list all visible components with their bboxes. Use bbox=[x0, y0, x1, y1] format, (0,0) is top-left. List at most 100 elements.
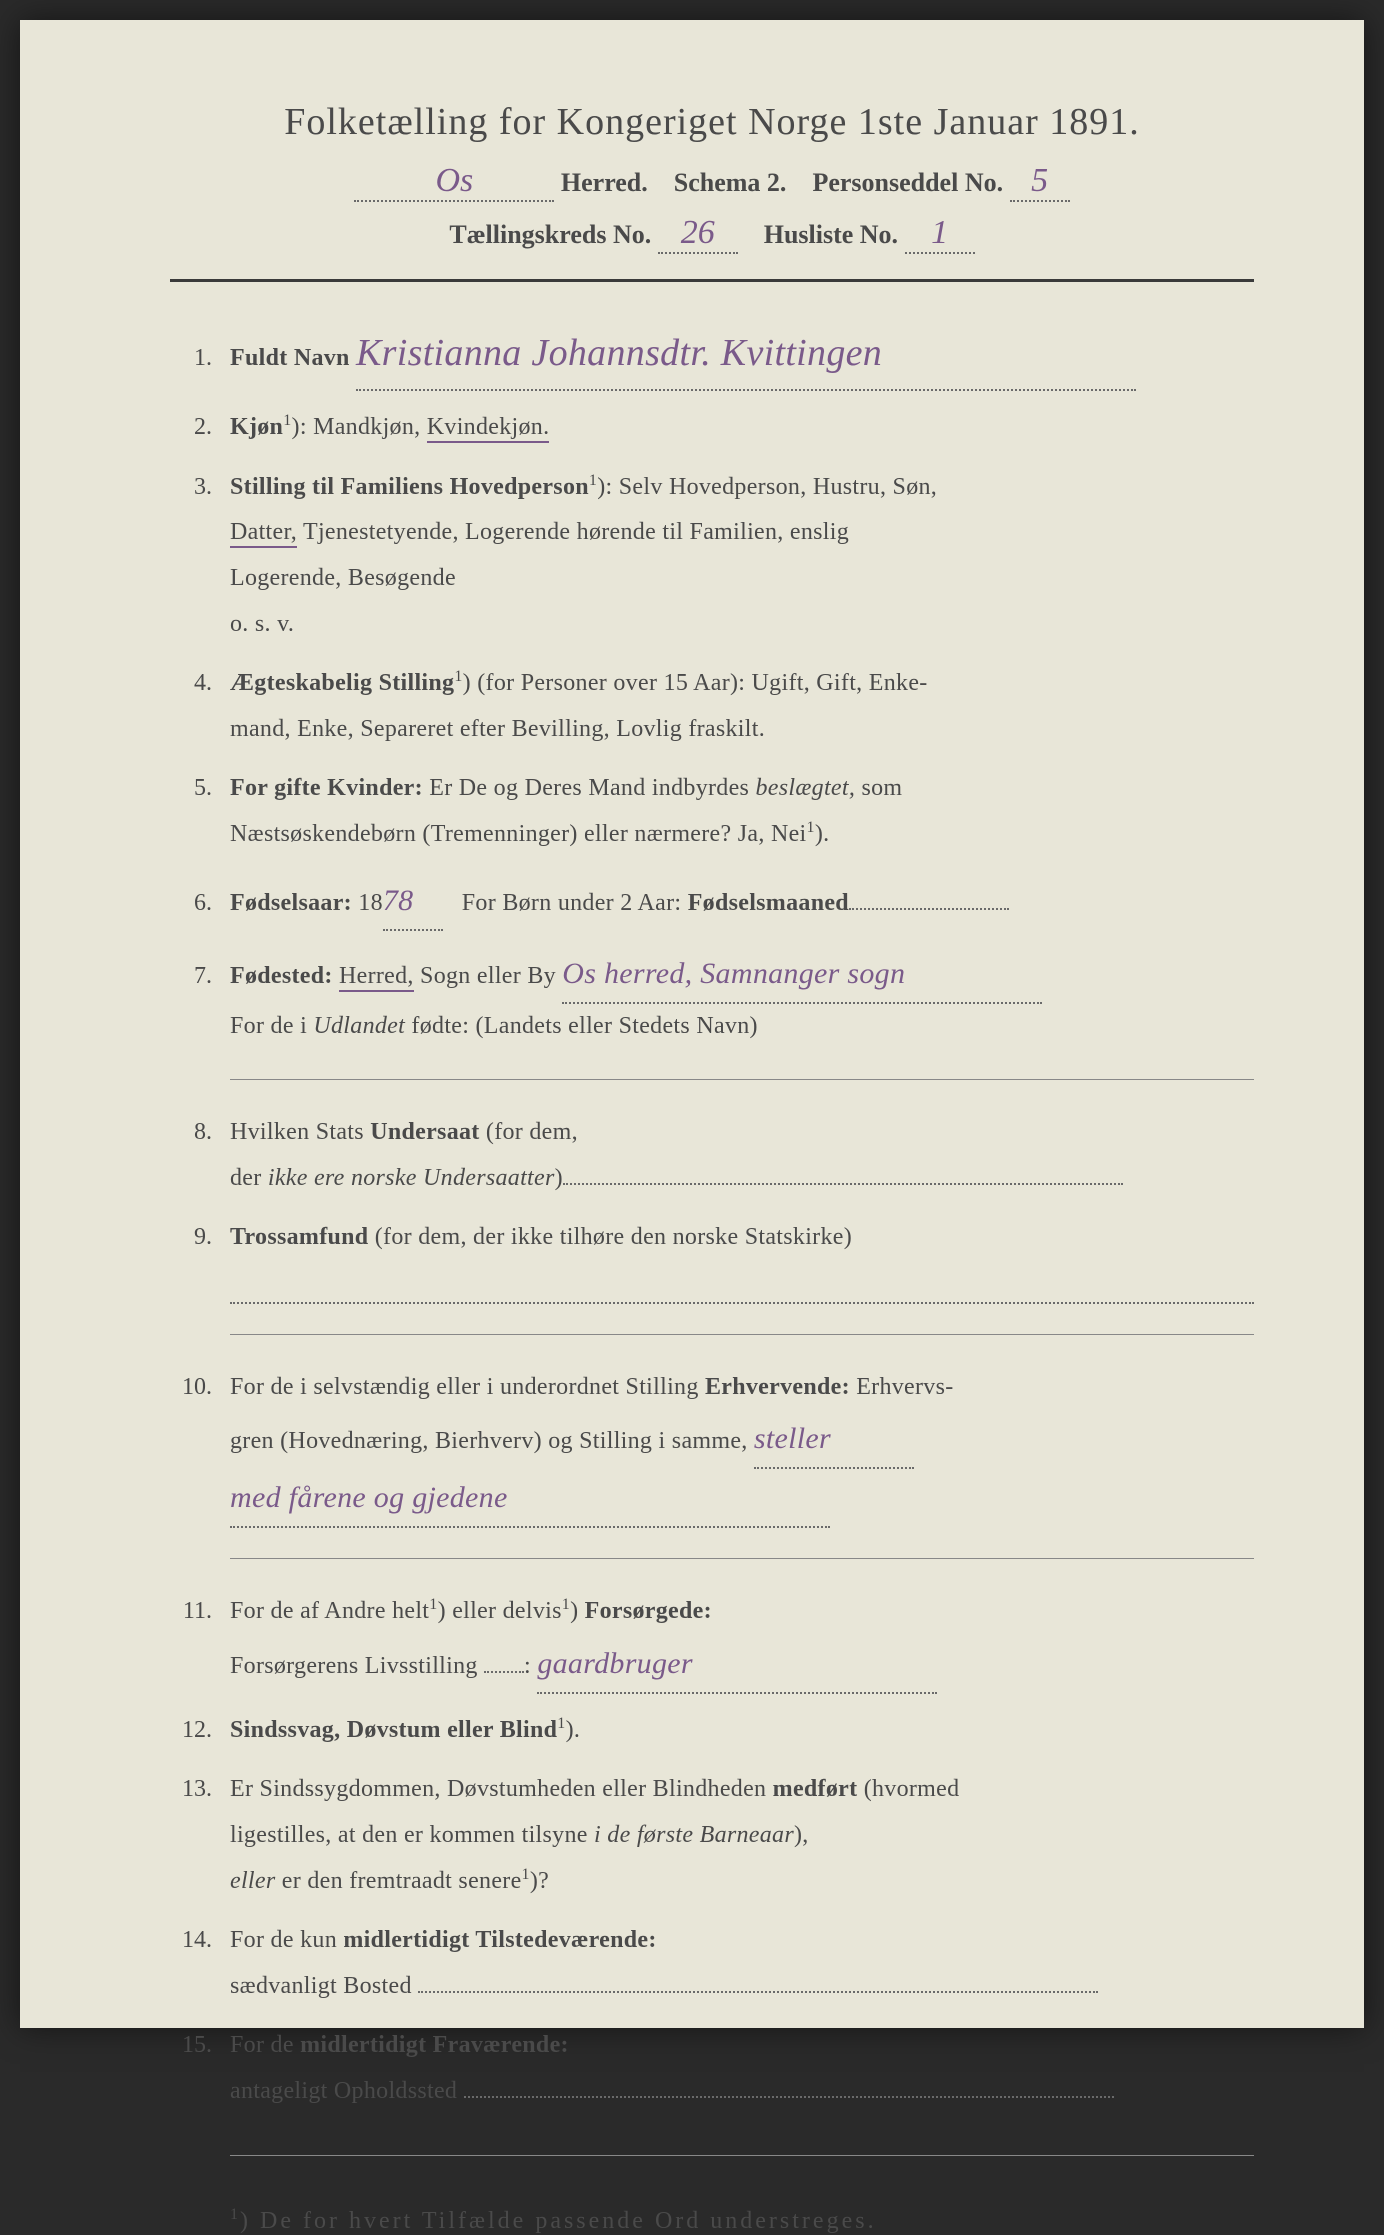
field-label: Stilling til Familiens Hovedperson bbox=[230, 474, 589, 500]
field-3: 3. Stilling til Familiens Hovedperson1):… bbox=[170, 465, 1254, 647]
field-11: 11. For de af Andre helt1) eller delvis1… bbox=[170, 1589, 1254, 1694]
personseddel-label: Personseddel No. bbox=[812, 168, 1003, 197]
f13-text1: Er Sindssygdommen, Døvstumheden eller Bl… bbox=[230, 1776, 766, 1802]
field-num: 2. bbox=[170, 405, 230, 451]
field-num: 14. bbox=[170, 1918, 230, 1964]
year-value: 78 bbox=[383, 884, 414, 917]
f13-text4a: eller bbox=[230, 1868, 275, 1894]
f3-datter-selected: Datter, bbox=[230, 519, 297, 548]
field-2: 2. Kjøn1): Mandkjøn, Kvindekjøn. bbox=[170, 405, 1254, 451]
field-label: Fuldt Navn bbox=[230, 345, 350, 371]
f5-text2: Næstsøskendebørn (Tremenninger) eller næ… bbox=[230, 821, 807, 847]
header-rule bbox=[170, 279, 1254, 282]
field-content: For de af Andre helt1) eller delvis1) Fo… bbox=[230, 1589, 1254, 1694]
form-title: Folketælling for Kongeriget Norge 1ste J… bbox=[170, 100, 1254, 144]
f3-line2b: Tjenestetyende, Logerende hørende til Fa… bbox=[303, 519, 849, 545]
field-6: 6. Fødselsaar: 1878 For Børn under 2 Aar… bbox=[170, 872, 1254, 931]
field-num: 12. bbox=[170, 1708, 230, 1754]
taellingskreds-value: 26 bbox=[681, 214, 715, 251]
kreds-row: Tællingskreds No. 26 Husliste No. 1 bbox=[170, 214, 1254, 254]
f14-blank bbox=[418, 1991, 1098, 1993]
field-num: 10. bbox=[170, 1365, 230, 1411]
field-label: Erhvervende: bbox=[705, 1374, 850, 1400]
husliste-blank: 1 bbox=[905, 214, 975, 254]
f11-text1: For de af Andre helt bbox=[230, 1598, 429, 1624]
f11-text2: eller delvis bbox=[452, 1598, 562, 1624]
field-content: For de i selvstændig eller i underordnet… bbox=[230, 1365, 1254, 1529]
f4-text2: mand, Enke, Separeret efter Bevilling, L… bbox=[230, 716, 765, 742]
born-label: For Børn under 2 Aar: bbox=[462, 890, 682, 916]
f15-text2: antageligt Opholdssted bbox=[230, 2078, 457, 2104]
field-content: For gifte Kvinder: Er De og Deres Mand i… bbox=[230, 766, 1254, 857]
f5-text1b: beslægtet, bbox=[756, 775, 856, 801]
field-num: 9. bbox=[170, 1215, 230, 1261]
field-content: Fuldt Navn Kristianna Johannsdtr. Kvitti… bbox=[230, 317, 1254, 391]
f10-text2: Erhvervs- bbox=[856, 1374, 953, 1400]
form-header: Folketælling for Kongeriget Norge 1ste J… bbox=[170, 100, 1254, 254]
field-content: Stilling til Familiens Hovedperson1): Se… bbox=[230, 465, 1254, 647]
field-1: 1. Fuldt Navn Kristianna Johannsdtr. Kvi… bbox=[170, 317, 1254, 391]
f8-text3b: ikke ere norske Undersaatter bbox=[268, 1165, 555, 1191]
field-13: 13. Er Sindssygdommen, Døvstumheden elle… bbox=[170, 1767, 1254, 1904]
form-fields: 1. Fuldt Navn Kristianna Johannsdtr. Kvi… bbox=[170, 317, 1254, 2115]
herred-blank: Os bbox=[354, 162, 554, 202]
field-4: 4. Ægteskabelig Stilling1) (for Personer… bbox=[170, 661, 1254, 752]
f4-text1: (for Personer over 15 Aar): Ugift, Gift,… bbox=[477, 670, 927, 696]
f8-text1: Hvilken Stats bbox=[230, 1119, 364, 1145]
field-label: Sindssvag, Døvstum eller Blind bbox=[230, 1717, 557, 1743]
f7-text2a: For de i bbox=[230, 1013, 307, 1039]
f7-opt2: Sogn eller By bbox=[420, 963, 556, 989]
field-num: 1. bbox=[170, 336, 230, 382]
footnote: 1) De for hvert Tilfælde passende Ord un… bbox=[170, 2206, 1254, 2235]
field-7: 7. Fødested: Herred, Sogn eller By Os he… bbox=[170, 945, 1254, 1050]
f10-value1: steller bbox=[754, 1422, 831, 1455]
f9-text: (for dem, der ikke tilhøre den norske St… bbox=[375, 1224, 852, 1250]
census-form-page: Folketælling for Kongeriget Norge 1ste J… bbox=[20, 20, 1364, 2028]
section-rule-3 bbox=[230, 1558, 1254, 1559]
f8-blank bbox=[563, 1183, 1123, 1185]
footnote-rule bbox=[230, 2155, 1254, 2156]
field-label: Forsørgede: bbox=[585, 1598, 712, 1624]
section-rule-1 bbox=[230, 1079, 1254, 1080]
field-num: 4. bbox=[170, 661, 230, 707]
f3-line3: Logerende, Besøgende bbox=[230, 565, 456, 591]
f14-text1: For de kun bbox=[230, 1927, 337, 1953]
field-num: 3. bbox=[170, 465, 230, 511]
field-label: Fødselsaar: bbox=[230, 890, 352, 916]
f13-text3b: i de første Barneaar bbox=[594, 1822, 794, 1848]
field-10: 10. For de i selvstændig eller i underor… bbox=[170, 1365, 1254, 1529]
section-rule-2 bbox=[230, 1334, 1254, 1335]
f13-text3: ligestilles, at den er kommen tilsyne bbox=[230, 1822, 588, 1848]
f15-text1: For de bbox=[230, 2032, 294, 2058]
f7-text2c: fødte: (Landets eller Stedets Navn) bbox=[411, 1013, 757, 1039]
field-12: 12. Sindssvag, Døvstum eller Blind1). bbox=[170, 1708, 1254, 1754]
f10-value2: med fårene og gjedene bbox=[230, 1481, 508, 1514]
field-content: Kjøn1): Mandkjøn, Kvindekjøn. bbox=[230, 405, 1254, 451]
f15-blank bbox=[464, 2096, 1114, 2098]
field-content: Er Sindssygdommen, Døvstumheden eller Bl… bbox=[230, 1767, 1254, 1904]
f3-line1: Selv Hovedperson, Hustru, Søn, bbox=[619, 474, 937, 500]
name-value: Kristianna Johannsdtr. Kvittingen bbox=[356, 332, 882, 374]
field-label: Trossamfund bbox=[230, 1224, 368, 1250]
field-label: For gifte Kvinder: bbox=[230, 775, 423, 801]
field-content: For de kun midlertidigt Tilstedeværende:… bbox=[230, 1918, 1254, 2009]
f13-text4b: er den fremtraadt senere bbox=[282, 1868, 522, 1894]
f7-herred-selected: Herred, bbox=[339, 963, 414, 992]
field-num: 11. bbox=[170, 1589, 230, 1635]
field-label: Fødested: bbox=[230, 963, 333, 989]
f11-text3: Forsørgerens Livsstilling bbox=[230, 1653, 478, 1679]
f5-text1c: som bbox=[861, 775, 902, 801]
f8-text3: der bbox=[230, 1165, 262, 1191]
footnote-text: ) De for hvert Tilfælde passende Ord und… bbox=[240, 2208, 877, 2234]
herred-row: Os Herred. Schema 2. Personseddel No. 5 bbox=[170, 162, 1254, 202]
herred-label: Herred. bbox=[561, 168, 648, 197]
month-blank bbox=[849, 908, 1009, 910]
field-label: midlertidigt Tilstedeværende: bbox=[343, 1927, 656, 1953]
personseddel-value: 5 bbox=[1031, 162, 1048, 199]
f14-text2: sædvanligt Bosted bbox=[230, 1973, 412, 1999]
field-num: 15. bbox=[170, 2023, 230, 2069]
schema-label: Schema 2. bbox=[674, 168, 787, 197]
f11-value: gaardbruger bbox=[537, 1647, 693, 1680]
field-label: Kjøn bbox=[230, 414, 283, 440]
taellingskreds-label: Tællingskreds No. bbox=[449, 220, 651, 249]
